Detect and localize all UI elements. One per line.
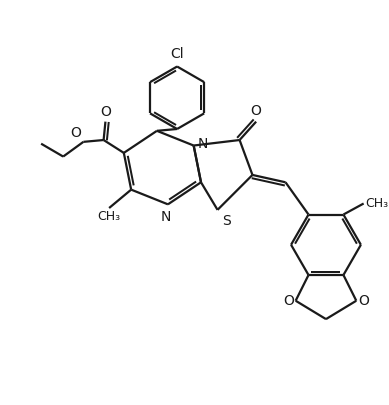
Text: O: O: [251, 104, 261, 118]
Text: CH₃: CH₃: [98, 210, 121, 223]
Text: S: S: [223, 214, 231, 228]
Text: O: O: [71, 126, 82, 140]
Text: CH₃: CH₃: [366, 197, 389, 210]
Text: O: O: [358, 294, 369, 308]
Text: O: O: [100, 105, 111, 119]
Text: N: N: [198, 137, 209, 151]
Text: N: N: [161, 210, 171, 224]
Text: O: O: [283, 294, 294, 308]
Text: Cl: Cl: [170, 47, 184, 61]
